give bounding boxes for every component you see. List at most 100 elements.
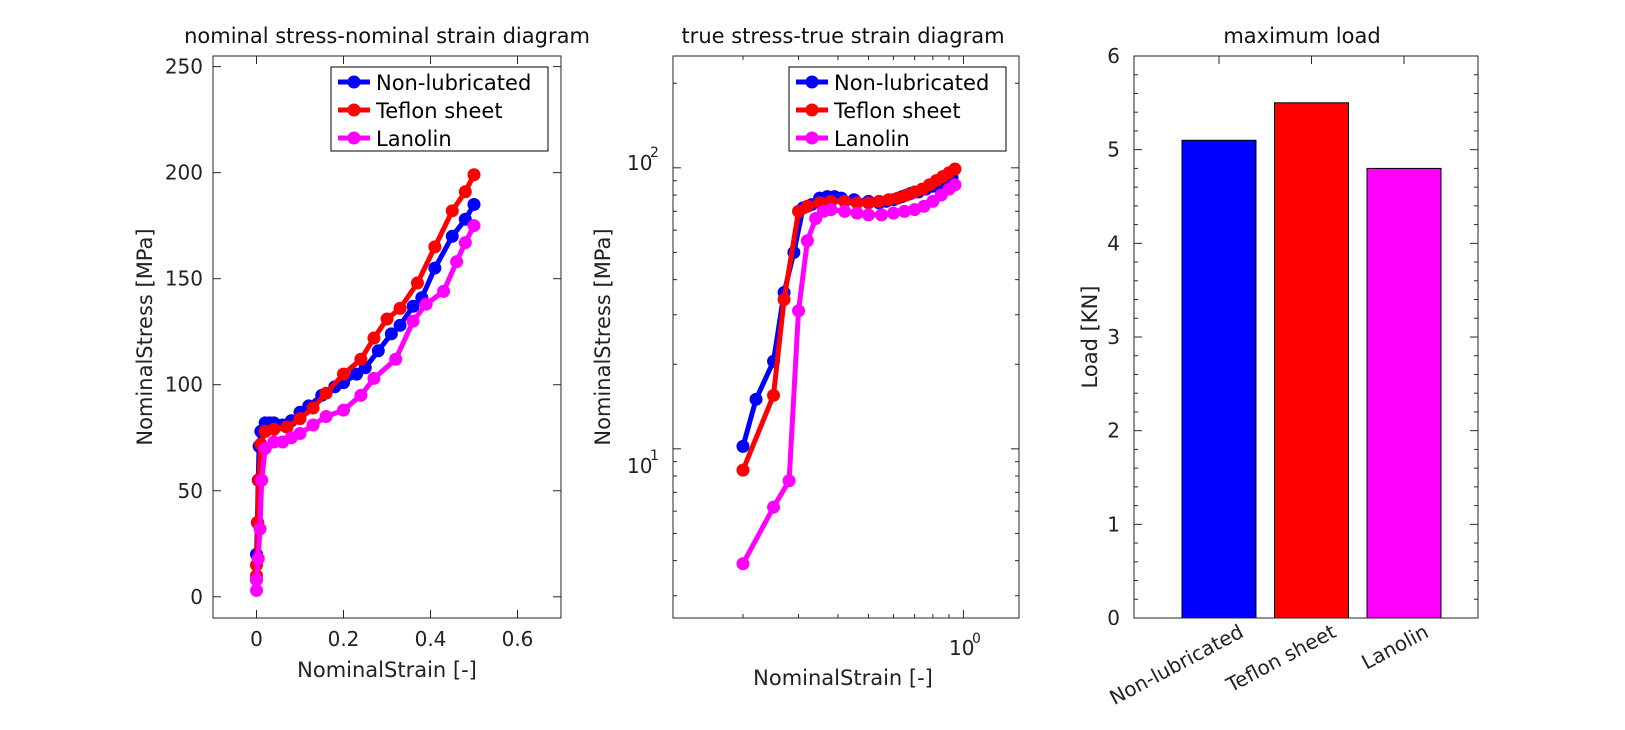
chart1-data-point-teflon-sheet [293,412,307,426]
chart3-title: maximum load [1223,24,1380,48]
chart2-ytick-label-10-base: 10 [627,454,652,478]
chart2-legend: Non-lubricated Teflon sheet Lanolin [788,66,1007,152]
chart1-legend-label-non-lubricated: Non-lubricated [376,71,531,95]
chart1-data-point-teflon-sheet [445,204,459,218]
chart3-ytick-label: 4 [1107,231,1120,255]
chart2-data-point-teflon-sheet [777,292,791,306]
chart1-series-lanolin [250,219,481,597]
chart2-plot-frame [672,55,1020,619]
chart2-data-point-non-lubricated [736,439,750,453]
chart1-xtick-label: 0 [250,627,263,651]
chart1-series-teflon-sheet [250,168,481,583]
chart1-xtick-label: 0.2 [328,627,360,651]
chart1-legend-entry-lanolin: Lanolin [338,127,452,151]
chart2-xtick-label-1-base: 10 [949,636,974,660]
chart2-data-point-non-lubricated [749,392,763,406]
chart2-data-point-lanolin [782,474,796,488]
chart1-data-point-non-lubricated [406,299,420,313]
chart2-legend-entry-non-lubricated: Non-lubricated [796,71,989,95]
chart1-xtick-label: 0.6 [502,627,534,651]
chart2-data-point-teflon-sheet [872,194,886,208]
chart1-ytick-label: 150 [165,267,203,291]
chart1-data-point-teflon-sheet [306,401,320,415]
chart1-data-point-teflon-sheet [337,367,350,381]
chart1-data-point-lanolin [337,403,350,417]
chart1-data-point-lanolin [354,388,368,402]
chart2-data-point-lanolin [838,204,852,218]
chart1-legend-entry-non-lubricated: Non-lubricated [338,71,531,95]
chart2-data-point-teflon-sheet [838,194,852,208]
chart2-data-point-lanolin [800,234,814,248]
chart1-data-point-teflon-sheet [319,386,333,400]
chart-true-stress-strain: true stress-true strain diagram NominalS… [591,24,1020,690]
chart1-legend-entry-teflon-sheet: Teflon sheet [338,99,503,123]
chart2-data-point-teflon-sheet [736,463,750,477]
chart3-ytick-label: 2 [1107,419,1120,443]
chart1-data-point-teflon-sheet [458,185,472,199]
chart1-data-point-lanolin [250,583,263,597]
chart1-ylabel: NominalStress [MPa] [133,228,157,445]
chart3-ytick-label: 3 [1107,325,1120,349]
chart1-data-point-teflon-sheet [467,168,481,182]
chart2-legend-marker-non-lubricated [805,75,819,89]
chart1-data-point-lanolin [319,410,333,424]
chart2-legend-entry-teflon-sheet: Teflon sheet [796,99,961,123]
chart2-data-point-teflon-sheet [767,388,781,402]
chart2-series [736,162,962,571]
chart2-data-point-teflon-sheet [850,196,864,210]
chart1-data-point-lanolin [306,418,320,432]
chart1-ytick-label: 50 [178,479,203,503]
chart2-data-point-lanolin [736,557,750,571]
chart1-data-point-teflon-sheet [410,276,424,290]
chart1-data-point-lanolin [437,284,451,298]
chart2-data-point-lanolin [767,500,781,514]
chart1-data-point-non-lubricated [371,344,385,358]
chart1-legend-marker-non-lubricated [347,75,361,89]
chart1-data-point-non-lubricated [467,197,481,211]
chart3-ytick-label: 6 [1107,44,1120,68]
chart1-ytick-label: 100 [165,373,203,397]
chart2-xlabel: NominalStrain [-] [753,666,933,690]
chart1-title: nominal stress-nominal strain diagram [184,24,590,48]
chart3-ytick-label: 0 [1107,606,1120,630]
chart2-ytick-label-100-base: 10 [627,151,652,175]
chart1-data-point-non-lubricated [428,261,442,275]
chart1-data-point-teflon-sheet [393,301,407,315]
chart2-legend-label-teflon-sheet: Teflon sheet [833,99,961,123]
chart1-legend-label-lanolin: Lanolin [376,127,452,151]
chart1-ytick-label: 250 [165,55,203,79]
chart1-xtick-label: 0.4 [415,627,447,651]
chart2-series-line-non-lubricated [740,175,954,448]
chart-nominal-stress-strain: nominal stress-nominal strain diagram 0 5… [133,24,590,682]
chart1-data-point-lanolin [458,236,472,250]
chart1-data-point-lanolin [406,314,420,328]
chart2-legend-entry-lanolin: Lanolin [796,127,910,151]
chart3-ytick-label: 1 [1107,512,1120,536]
chart2-legend-marker-teflon-sheet [805,103,819,117]
category-label-lanolin: Lanolin [1357,619,1432,674]
chart1-ytick-label: 0 [190,585,203,609]
category-label-non-lubricated: Non-lubricated [1106,619,1248,710]
chart1-data-point-teflon-sheet [367,331,381,345]
chart2-series-lanolin [736,178,962,571]
chart2-data-point-lanolin [875,208,889,222]
chart2-data-point-teflon-sheet [800,199,814,213]
chart2-data-point-teflon-sheet [862,196,876,210]
chart1-data-point-lanolin [293,426,307,440]
chart1-data-point-lanolin [467,219,481,233]
chart1-series-line-lanolin [254,224,477,591]
chart2-legend-marker-lanolin [805,131,819,145]
chart1-legend: Non-lubricated Teflon sheet Lanolin [330,66,549,152]
chart1-data-point-teflon-sheet [380,312,394,326]
chart1-data-point-teflon-sheet [267,422,281,436]
chart1-data-point-lanolin [367,371,381,385]
chart1-series [250,168,481,597]
chart2-data-point-lanolin [850,206,864,220]
chart1-data-point-non-lubricated [384,327,398,341]
chart1-xlabel: NominalStrain [-] [297,658,477,682]
chart2-legend-label-lanolin: Lanolin [834,127,910,151]
chart1-data-point-non-lubricated [445,229,459,243]
chart1-ticks: 0 50 100 150 200 250 0 0.2 0.4 0.6 [165,55,561,651]
